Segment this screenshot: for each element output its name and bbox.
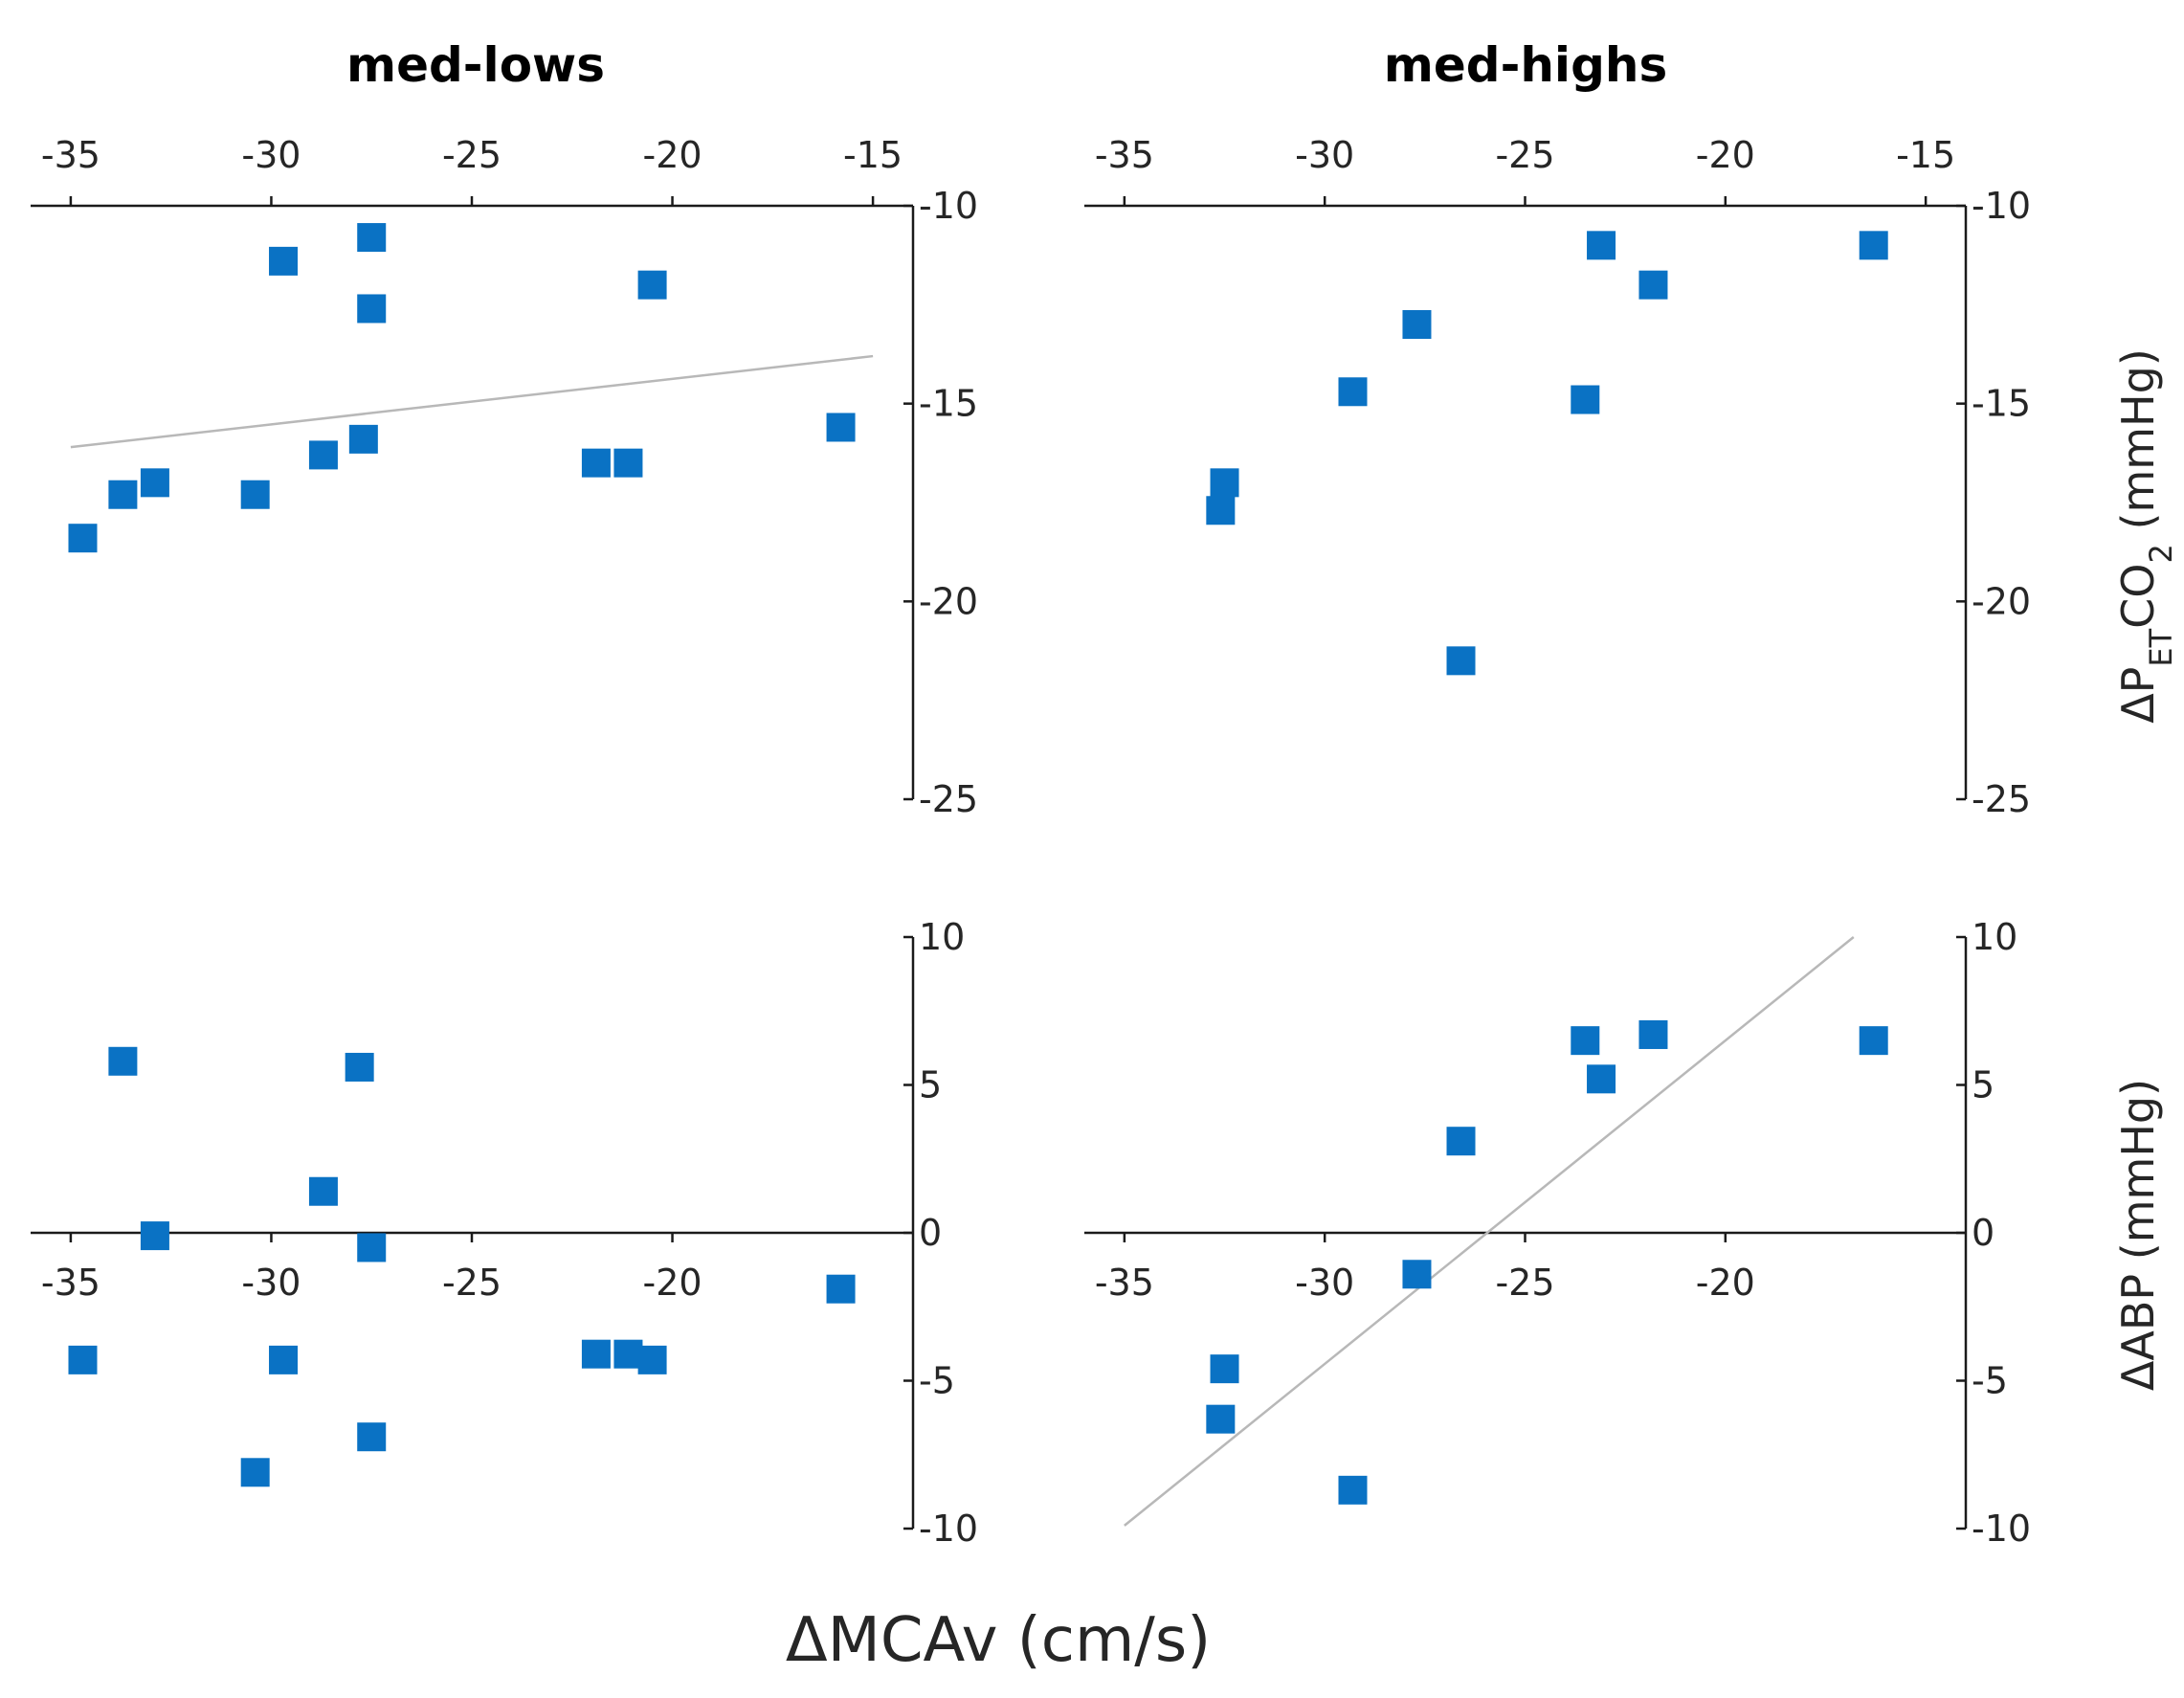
x-tick-label: -30 <box>241 134 301 176</box>
data-point <box>1446 1127 1476 1156</box>
data-point <box>1571 385 1600 414</box>
ylabel-abp: ΔABP (mmHg) <box>2112 1079 2164 1391</box>
y-tick-label: 0 <box>919 1212 942 1254</box>
y-tick-label: 5 <box>919 1064 942 1106</box>
y-tick-label: -20 <box>1972 580 2031 622</box>
x-tick-label: -35 <box>41 1262 100 1304</box>
data-point <box>1587 231 1616 260</box>
data-point <box>613 1339 643 1369</box>
data-point <box>1446 646 1476 676</box>
data-point <box>1210 468 1239 498</box>
x-tick-label: -20 <box>643 134 702 176</box>
data-point <box>1638 1019 1668 1049</box>
y-tick-label: -25 <box>919 778 978 820</box>
y-tick-label: -15 <box>919 383 978 425</box>
x-tick-label: -25 <box>442 134 501 176</box>
data-point <box>357 223 387 253</box>
y-tick-label: -10 <box>1972 1508 2031 1550</box>
data-point <box>68 524 98 553</box>
data-point <box>240 1458 270 1487</box>
data-point <box>269 1345 299 1374</box>
y-tick-label: -10 <box>919 1508 978 1550</box>
x-tick-label: -15 <box>843 134 903 176</box>
x-tick-label: -30 <box>1295 134 1354 176</box>
data-point <box>613 448 643 478</box>
data-point <box>357 1233 387 1262</box>
data-point <box>1402 310 1432 339</box>
data-point <box>140 1221 169 1251</box>
data-point <box>637 270 667 300</box>
fit-line <box>70 354 874 449</box>
y-tick-label: 0 <box>1972 1212 1995 1254</box>
data-point <box>826 1274 856 1304</box>
fit-line <box>1124 936 1855 1527</box>
x-tick-label: -20 <box>643 1262 702 1304</box>
y-tick-label: -20 <box>919 580 978 622</box>
y-tick-label: -5 <box>919 1360 955 1402</box>
data-point <box>108 1046 138 1076</box>
data-point <box>308 440 338 470</box>
panel-med-highs-abp: -35 -30 -25 -20 10 5 0 -5 -10 <box>1084 916 2031 1550</box>
data-point <box>637 1345 667 1374</box>
data-point <box>581 1339 611 1369</box>
title-med-lows: med-lows <box>346 37 605 93</box>
data-point <box>1338 377 1368 407</box>
data-point <box>1338 1475 1368 1505</box>
x-tick-label: -25 <box>1495 134 1554 176</box>
y-tick-label: -10 <box>1972 185 2031 227</box>
x-tick-label: -35 <box>1095 134 1154 176</box>
data-point <box>348 424 378 454</box>
data-point <box>240 480 270 509</box>
data-point <box>1638 270 1668 300</box>
x-tick-label: -25 <box>442 1262 501 1304</box>
data-point <box>1571 1026 1600 1056</box>
y-tick-label: -10 <box>919 185 978 227</box>
data-point <box>826 413 856 442</box>
x-tick-label: -20 <box>1696 1262 1755 1304</box>
xlabel-mcav: ΔMCAv (cm/s) <box>786 1605 1211 1676</box>
data-point <box>1587 1064 1616 1094</box>
data-point <box>1210 1354 1239 1384</box>
data-point <box>1859 231 1888 260</box>
data-point <box>581 448 611 478</box>
panel-med-highs-petco2: -35 -30 -25 -20 -15 -10 -15 -20 -25 <box>1084 134 2031 820</box>
data-point <box>108 480 138 509</box>
y-tick-label: 5 <box>1972 1064 1995 1106</box>
y-tick-label: -25 <box>1972 778 2031 820</box>
data-point <box>357 1422 387 1452</box>
data-point <box>1402 1260 1432 1289</box>
x-tick-label: -35 <box>41 134 100 176</box>
y-tick-label: 10 <box>919 916 965 958</box>
data-point <box>269 246 299 276</box>
title-med-highs: med-highs <box>1384 37 1667 93</box>
y-tick-label: -5 <box>1972 1360 2008 1402</box>
data-point <box>345 1052 374 1082</box>
data-point <box>1206 496 1236 525</box>
x-tick-label: -15 <box>1896 134 1955 176</box>
x-tick-label: -25 <box>1495 1262 1554 1304</box>
x-tick-label: -30 <box>241 1262 301 1304</box>
data-point <box>1206 1404 1236 1434</box>
ylabel-petco2: ΔPETCO2 (mmHg) <box>2112 348 2179 724</box>
data-point <box>357 294 387 324</box>
data-point <box>308 1176 338 1206</box>
y-tick-label: 10 <box>1972 916 2017 958</box>
data-point <box>1859 1026 1888 1056</box>
panel-med-lows-petco2: -35 -30 -25 -20 -15 -10 -15 -20 -25 <box>31 134 978 820</box>
x-tick-label: -35 <box>1095 1262 1154 1304</box>
panel-med-lows-abp: -35 -30 -25 -20 10 5 0 -5 -10 <box>31 916 978 1550</box>
x-tick-label: -30 <box>1295 1262 1354 1304</box>
x-tick-label: -20 <box>1696 134 1755 176</box>
data-point <box>68 1345 98 1374</box>
y-tick-label: -15 <box>1972 383 2031 425</box>
data-point <box>140 468 169 498</box>
